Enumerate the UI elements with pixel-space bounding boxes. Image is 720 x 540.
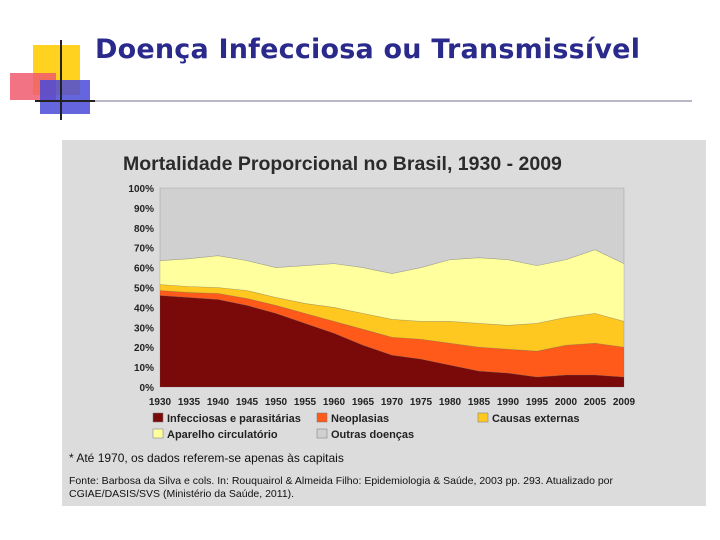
x-tick-label: 1980 [439,397,462,408]
legend-label: Outras doenças [331,429,414,441]
x-tick-label: 1930 [149,397,172,408]
legend-swatch [316,428,328,439]
legend-swatch [477,412,489,423]
y-tick-label: 30% [134,323,154,334]
x-tick-label: 1975 [410,397,433,408]
y-tick-label: 60% [134,264,154,275]
title-underline [95,100,692,102]
x-tick-label: 1995 [526,397,549,408]
x-tick-label: 1970 [381,397,404,408]
y-tick-label: 90% [134,204,154,215]
x-tick-label: 2005 [584,397,607,408]
source-line-1: Fonte: Barbosa da Silva e cols. In: Rouq… [69,475,614,487]
x-tick-label: 1960 [323,397,346,408]
source-line-2b: (Ministério da Saúde, 2011). [162,488,295,500]
y-tick-label: 0% [140,383,155,394]
chart-panel: Mortalidade Proporcional no Brasil, 1930… [62,140,706,506]
x-tick-label: 1940 [207,397,230,408]
y-tick-label: 100% [128,184,154,195]
legend-label: Aparelho circulatório [167,429,278,441]
source-line-2: CGIAE/DASIS/SVS (Ministério da Saúde, 20… [69,488,699,501]
decor-horizontal-line [35,100,125,102]
y-tick-label: 40% [134,303,154,314]
y-tick-label: 20% [134,343,154,354]
legend-swatch [152,428,164,439]
x-tick-label: 1990 [497,397,520,408]
x-tick-label: 2000 [555,397,578,408]
chart-source: Fonte: Barbosa da Silva e cols. In: Rouq… [69,475,699,501]
y-tick-label: 70% [134,244,154,255]
y-tick-label: 80% [134,224,154,235]
legend-swatch [152,412,164,423]
x-tick-label: 1955 [294,397,317,408]
chart-title: Mortalidade Proporcional no Brasil, 1930… [123,153,562,175]
source-line-2a: CGIAE/DASIS/SVS [69,488,161,500]
decor-blue-block [40,80,90,114]
x-tick-label: 1985 [468,397,491,408]
legend-label: Neoplasias [331,413,389,425]
x-tick-label: 2009 [613,397,636,408]
chart: Mortalidade Proporcional no Brasil, 1930… [123,153,636,441]
y-tick-label: 10% [134,363,154,374]
legend-label: Infecciosas e parasitárias [167,413,301,425]
legend-label: Causas externas [492,413,579,425]
x-tick-label: 1935 [178,397,201,408]
legend-swatch [316,412,328,423]
x-tick-label: 1945 [236,397,259,408]
x-tick-label: 1950 [265,397,288,408]
x-tick-label: 1965 [352,397,375,408]
area-series-3 [159,284,625,352]
y-tick-label: 50% [134,284,154,295]
area-series-5 [159,187,625,274]
chart-note: * Até 1970, os dados referem-se apenas à… [69,451,344,465]
slide-title: Doença Infecciosa ou Transmissível [95,34,641,65]
decor-vertical-line [60,40,62,120]
